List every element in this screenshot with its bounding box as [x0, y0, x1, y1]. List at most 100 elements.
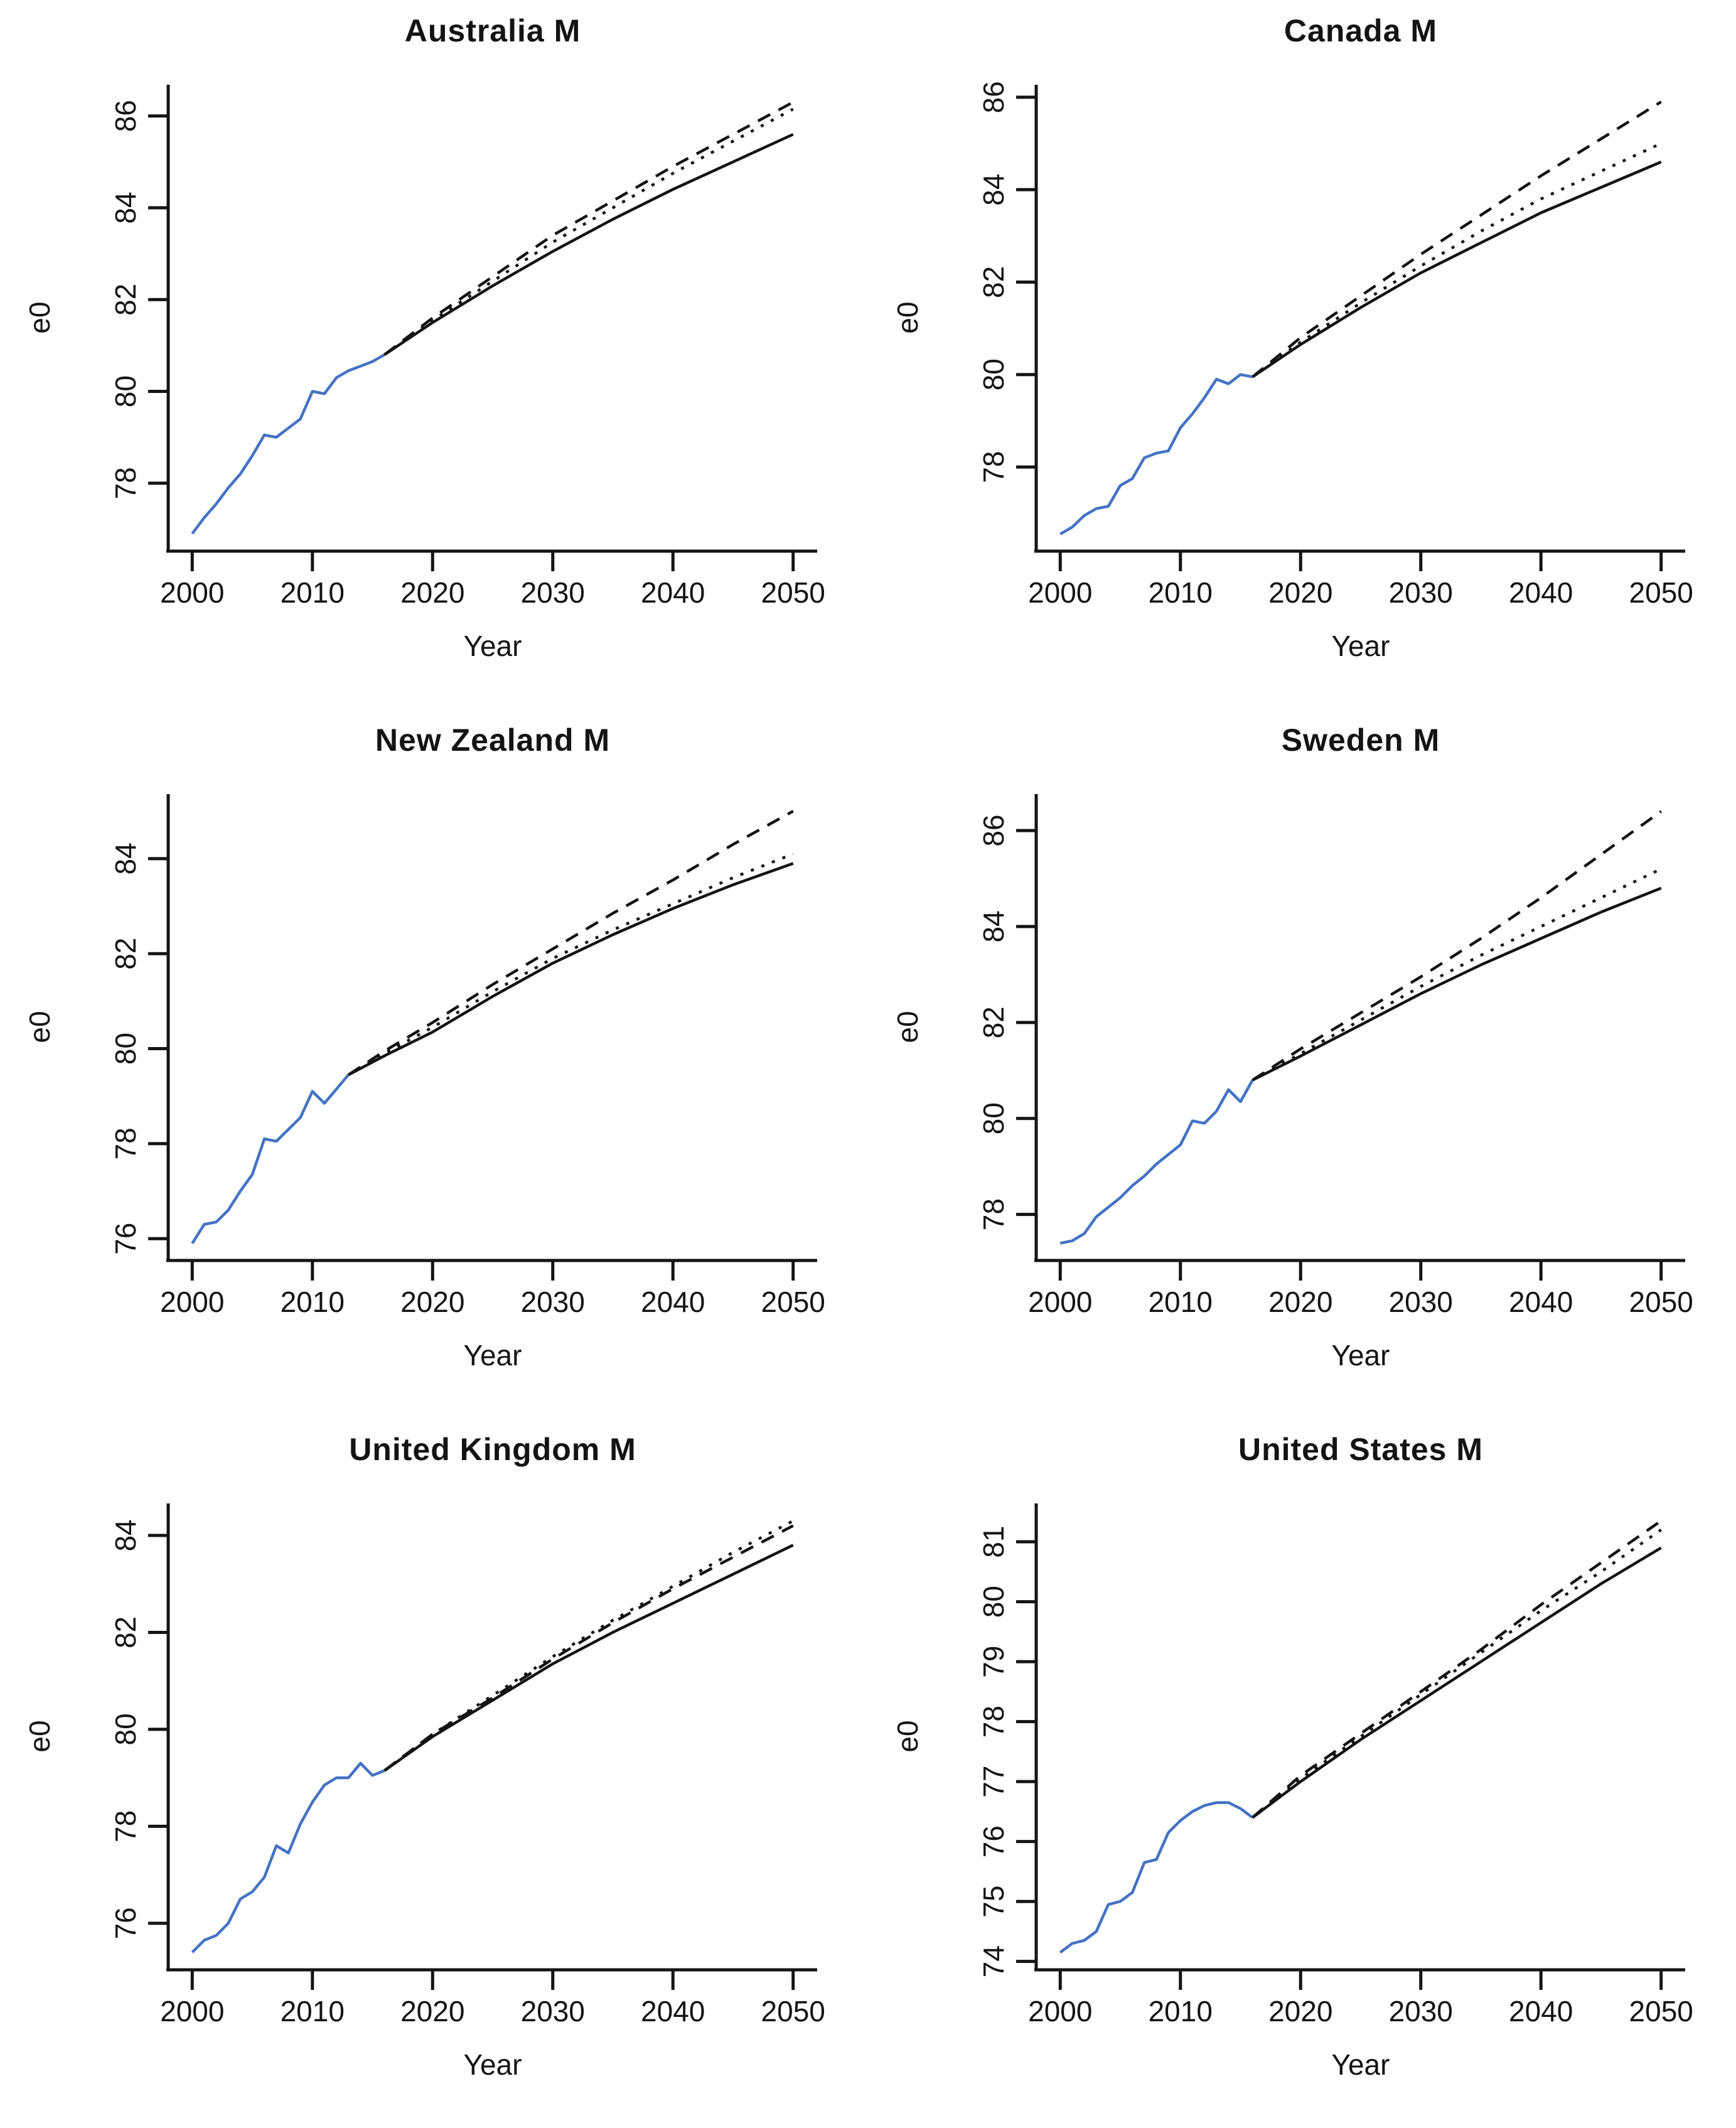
x-tick-label: 2040	[1509, 1995, 1573, 2028]
x-tick-label: 2020	[400, 1286, 464, 1318]
chart-panel-united-states: United States M e0 2000 2010 2020 2030 2040 2…	[868, 1419, 1736, 2128]
series-observed	[191, 353, 385, 535]
chart-panel-new-zealand: New Zealand M e0 2000 2010 2020 2030 2040 205…	[0, 709, 868, 1419]
series-forecast-solid	[348, 862, 794, 1077]
x-tick-label: 2010	[1149, 576, 1213, 609]
y-tick-label: 80	[109, 1033, 142, 1065]
y-tick-label: 78	[109, 467, 142, 499]
y-tick-label: 80	[977, 1102, 1010, 1134]
series-forecast-solid	[1251, 886, 1662, 1082]
y-tick-label: 78	[977, 451, 1010, 483]
series-forecast-dotted	[383, 1519, 794, 1772]
y-tick-label: 81	[977, 1526, 1010, 1558]
series-forecast-dashed	[1251, 1519, 1662, 1819]
y-tick-label: 77	[977, 1766, 1010, 1798]
y-tick-label: 80	[977, 358, 1010, 390]
chart-title: New Zealand M	[375, 723, 611, 758]
y-tick-label: 76	[977, 1825, 1010, 1857]
x-tick-label: 2050	[761, 1995, 825, 2028]
x-tick-label: 2030	[521, 1995, 585, 2028]
y-tick-label: 78	[977, 1198, 1010, 1230]
x-axis-label: Year	[463, 2048, 522, 2081]
x-tick-label: 2030	[521, 1286, 585, 1318]
y-tick-label: 82	[977, 1006, 1010, 1038]
series-observed	[1059, 1079, 1254, 1245]
x-tick-label: 2050	[761, 576, 825, 609]
series-observed	[1059, 373, 1253, 535]
x-axis-label: Year	[1331, 1339, 1390, 1372]
x-tick-label: 2040	[641, 1995, 705, 2028]
chart-plot: 2000 2010 2020 2030 2040 2050 76 78 80 82 84	[109, 794, 825, 1318]
series-forecast-dashed	[383, 1524, 794, 1772]
x-tick-label: 2050	[1629, 1286, 1693, 1318]
x-tick-label: 2000	[1028, 1995, 1092, 2028]
y-tick-label: 80	[109, 1713, 142, 1745]
y-tick-label: 86	[977, 81, 1010, 113]
y-tick-label: 75	[977, 1886, 1010, 1918]
x-axis-label: Year	[1331, 2048, 1390, 2081]
chart-plot: 2000 2010 2020 2030 2040 2050 74 75 76 77 78 79 80 81	[977, 1503, 1693, 2028]
y-tick-label: 82	[109, 284, 142, 316]
series-forecast-dashed	[383, 100, 794, 356]
chart-plot: 2000 2010 2020 2030 2040 2050 78 80 82 84 86	[109, 85, 825, 609]
chart-title: United States M	[1238, 1432, 1484, 1467]
x-tick-label: 2010	[281, 1995, 345, 2028]
y-tick-label: 74	[977, 1945, 1010, 1977]
x-tick-label: 2010	[281, 1286, 345, 1318]
x-tick-label: 2010	[1149, 1995, 1213, 2028]
chart-panel-sweden: Sweden M e0 2000 2010 2020 2030 2040 2050 78 80…	[868, 709, 1736, 1419]
x-tick-label: 2030	[521, 576, 585, 609]
series-forecast-dotted	[1251, 868, 1662, 1082]
y-tick-label: 84	[109, 1519, 142, 1551]
y-tick-label: 84	[977, 174, 1010, 206]
series-forecast-dotted	[383, 107, 794, 356]
x-tick-label: 2020	[1268, 1286, 1332, 1318]
x-tick-label: 2010	[281, 576, 345, 609]
x-tick-label: 2000	[160, 1286, 224, 1318]
series-observed	[191, 1073, 350, 1244]
x-tick-label: 2020	[400, 1995, 464, 2028]
y-tick-label: 80	[977, 1586, 1010, 1618]
chart-plot: 2000 2010 2020 2030 2040 2050 78 80 82 84 86	[977, 81, 1693, 609]
series-observed	[1059, 1801, 1254, 1954]
x-tick-label: 2000	[1028, 1286, 1092, 1318]
y-tick-label: 76	[109, 1223, 142, 1255]
x-tick-label: 2050	[1629, 576, 1693, 609]
chart-plot: 2000 2010 2020 2030 2040 2050 76 78 80 82 84	[109, 1503, 825, 2028]
y-tick-label: 84	[977, 910, 1010, 942]
y-tick-label: 84	[109, 191, 142, 223]
chart-panel-australia: Australia M e0 2000 2010 2020 2030 2040 2050 7…	[0, 0, 868, 709]
y-tick-label: 82	[109, 938, 142, 970]
series-forecast-solid	[1251, 160, 1662, 379]
x-tick-label: 2030	[1389, 1286, 1453, 1318]
y-tick-label: 82	[977, 266, 1010, 298]
chart-title: United Kingdom M	[349, 1432, 636, 1467]
series-observed	[191, 1761, 385, 1953]
chart-panel-united-kingdom: United Kingdom M e0 2000 2010 2020 2030 2040…	[0, 1419, 868, 2128]
x-axis-label: Year	[463, 1339, 522, 1372]
x-tick-label: 2020	[1268, 1995, 1332, 2028]
y-tick-label: 78	[109, 1127, 142, 1159]
y-tick-label: 80	[109, 375, 142, 407]
chart-title: Sweden M	[1281, 723, 1440, 758]
x-tick-label: 2050	[761, 1286, 825, 1318]
x-tick-label: 2000	[160, 1995, 224, 2028]
chart-plot: 2000 2010 2020 2030 2040 2050 78 80 82 84 86	[977, 794, 1693, 1318]
y-tick-label: 86	[977, 815, 1010, 847]
y-tick-label: 82	[109, 1616, 142, 1648]
x-tick-label: 2040	[1509, 576, 1573, 609]
x-tick-label: 2020	[400, 576, 464, 609]
x-tick-label: 2020	[1268, 576, 1332, 609]
y-tick-label: 76	[109, 1907, 142, 1939]
chart-title: Australia M	[404, 13, 581, 48]
x-tick-label: 2050	[1629, 1995, 1693, 2028]
x-tick-label: 2000	[1028, 576, 1092, 609]
series-forecast-solid	[383, 132, 794, 356]
x-axis-label: Year	[1331, 630, 1390, 662]
y-tick-label: 86	[109, 100, 142, 132]
y-tick-label: 84	[109, 842, 142, 874]
series-forecast-solid	[1251, 1546, 1662, 1819]
x-axis-label: Year	[463, 630, 522, 662]
x-tick-label: 2000	[160, 576, 224, 609]
y-tick-label: 78	[977, 1706, 1010, 1738]
